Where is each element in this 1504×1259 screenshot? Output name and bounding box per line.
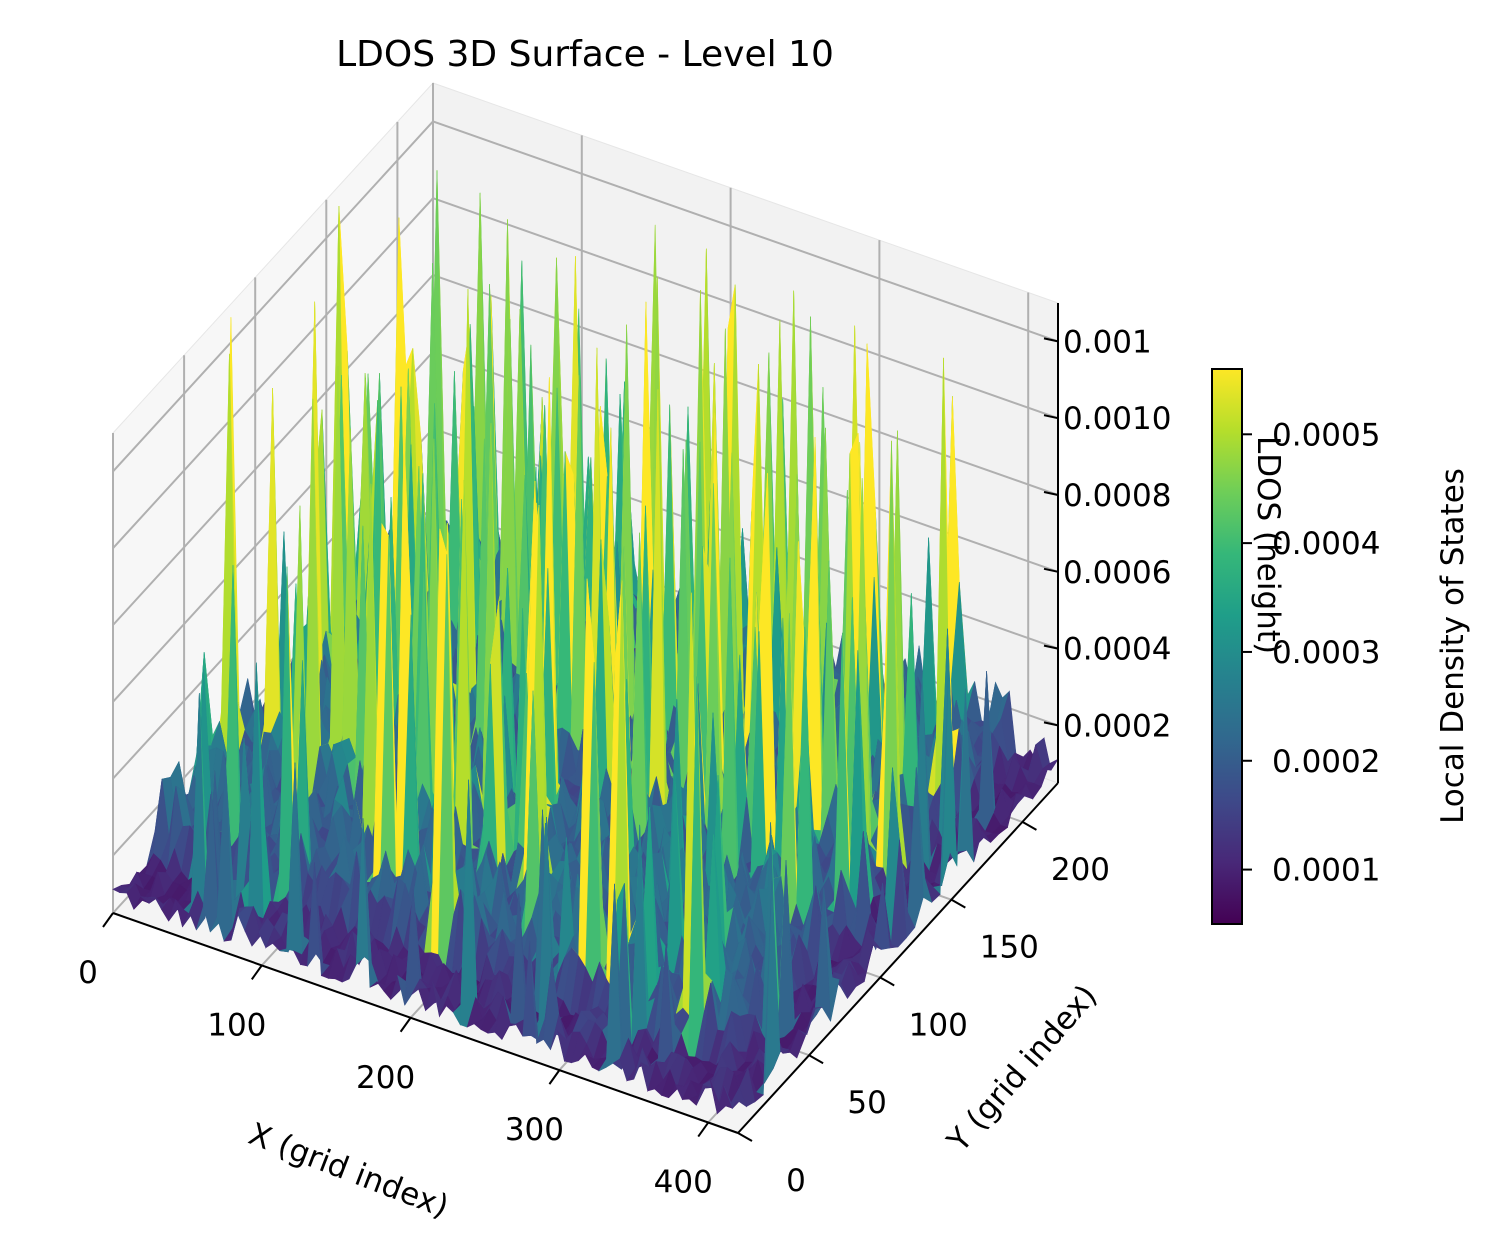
z-tick-label: 0.0006 bbox=[1063, 555, 1171, 591]
z-tick-label: 0.001 bbox=[1063, 324, 1152, 360]
x-tick-label: 300 bbox=[505, 1112, 564, 1148]
x-tick-label: 400 bbox=[654, 1165, 713, 1201]
colorbar-tick-label: 0.0004 bbox=[1272, 526, 1380, 562]
x-tick-label: 200 bbox=[356, 1060, 415, 1096]
surface-patch bbox=[730, 1086, 748, 1108]
y-tick bbox=[737, 1132, 753, 1142]
x-tick bbox=[399, 1017, 412, 1033]
y-tick bbox=[1021, 821, 1037, 831]
z-tick bbox=[1043, 721, 1059, 727]
ldos-surface bbox=[112, 170, 1059, 1115]
z-tick-label: 0.0008 bbox=[1063, 478, 1171, 514]
colorbar-label: Local Density of States bbox=[1435, 468, 1471, 824]
x-axis-label: X (grid index) bbox=[244, 1116, 454, 1225]
z-tick bbox=[1043, 567, 1059, 573]
z-tick-label: 0.0002 bbox=[1063, 708, 1171, 744]
x-tick-label: 100 bbox=[207, 1007, 266, 1043]
y-tick-label: 150 bbox=[980, 930, 1039, 966]
tick-labels: 0 100 200 300 400 0 50 100 150 200 0.0002 0.0004 0.0… bbox=[78, 324, 1171, 1200]
x-tick bbox=[102, 912, 114, 928]
chart-title: LDOS 3D Surface - Level 10 bbox=[336, 34, 834, 75]
x-tick bbox=[548, 1069, 561, 1085]
y-axis-line bbox=[737, 782, 1059, 1134]
x-axis-line bbox=[112, 912, 739, 1134]
y-axis-label: Y (grid index) bbox=[940, 978, 1105, 1160]
y-tick-label: 100 bbox=[909, 1007, 968, 1043]
colorbar-tick-label: 0.0003 bbox=[1272, 635, 1380, 671]
colorbar: 0.0001 0.0002 0.0003 0.0004 0.0005 Local Den… bbox=[1211, 368, 1471, 925]
colorbar-gradient bbox=[1211, 368, 1243, 925]
y-tick-label: 50 bbox=[847, 1085, 886, 1121]
x-tick-label: 0 bbox=[78, 955, 98, 991]
z-tick bbox=[1043, 337, 1059, 343]
z-gridline bbox=[112, 197, 1059, 549]
z-tick bbox=[1043, 414, 1059, 420]
y-tick-label: 200 bbox=[1051, 852, 1110, 888]
x-tick bbox=[250, 964, 263, 980]
colorbar-tick-label: 0.0005 bbox=[1272, 417, 1380, 453]
x-tick bbox=[697, 1121, 710, 1138]
y-tick-label: 0 bbox=[786, 1163, 806, 1199]
y-tick bbox=[808, 1054, 824, 1065]
z-tick bbox=[1043, 491, 1059, 496]
z-tick-label: 0.0010 bbox=[1063, 401, 1171, 437]
y-tick bbox=[950, 898, 966, 909]
z-tick bbox=[1043, 644, 1059, 650]
y-tick bbox=[879, 976, 895, 987]
z-gridline bbox=[112, 120, 1059, 473]
colorbar-tick-label: 0.0002 bbox=[1272, 744, 1380, 780]
z-axis-label: LDOS (height) bbox=[1250, 436, 1286, 654]
z-tick-label: 0.0004 bbox=[1063, 632, 1171, 668]
axis-lines bbox=[112, 303, 1059, 1134]
colorbar-tick-label: 0.0001 bbox=[1272, 853, 1380, 889]
colorbar-ticks: 0.0001 0.0002 0.0003 0.0004 0.0005 bbox=[1242, 417, 1380, 889]
